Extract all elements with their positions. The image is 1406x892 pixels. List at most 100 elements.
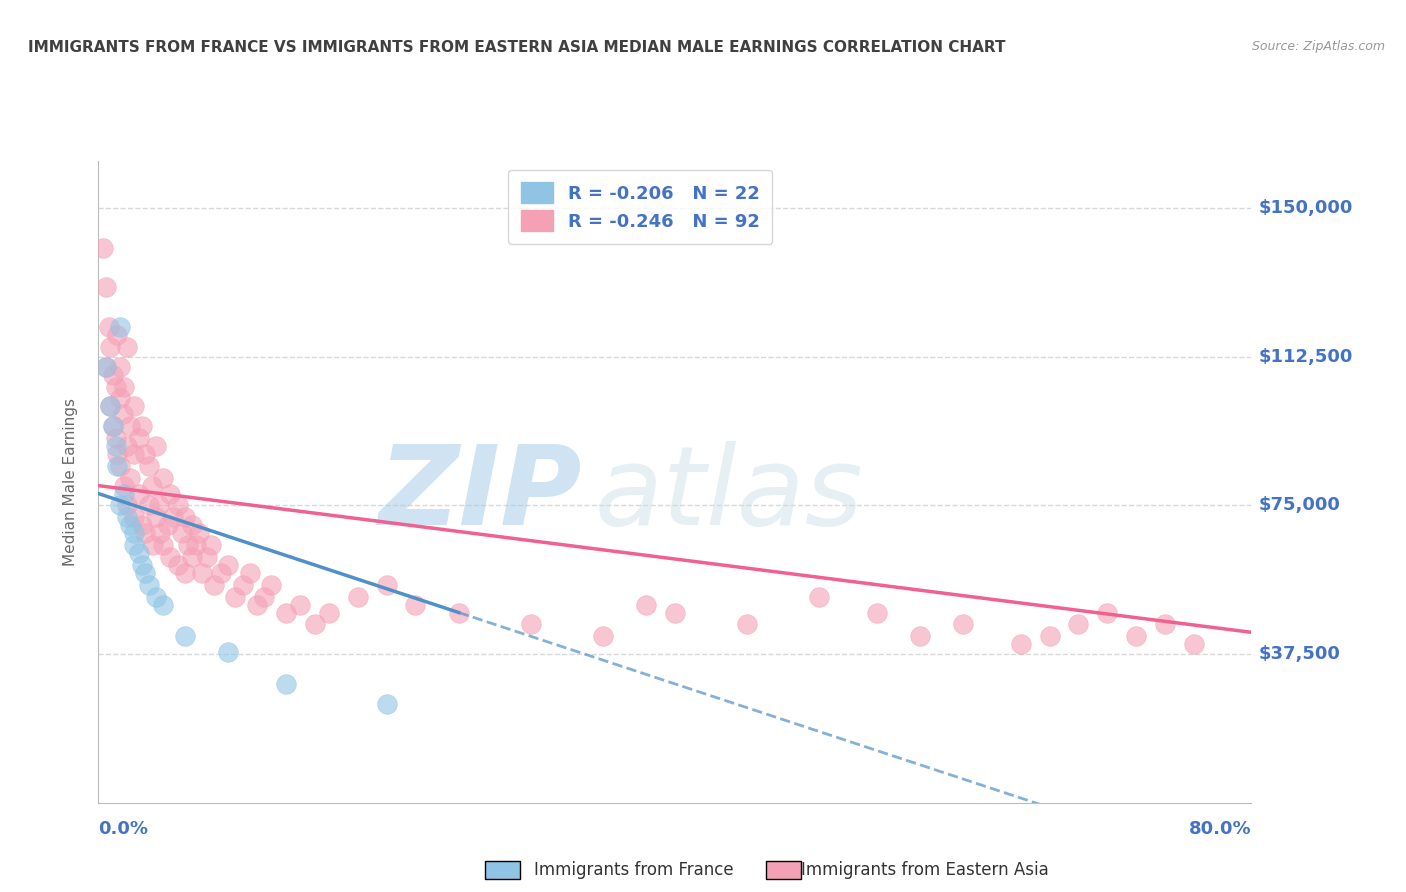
- Point: [246, 598, 269, 612]
- Point: [98, 400, 121, 414]
- Point: [375, 697, 398, 711]
- Point: [117, 499, 138, 513]
- Point: [1153, 617, 1175, 632]
- Point: [145, 439, 167, 453]
- Point: [120, 471, 142, 485]
- Point: [145, 510, 167, 524]
- Point: [260, 578, 283, 592]
- Text: Immigrants from Eastern Asia: Immigrants from Eastern Asia: [801, 861, 1049, 879]
- Point: [152, 598, 174, 612]
- Text: atlas: atlas: [595, 441, 863, 548]
- Point: [636, 598, 658, 612]
- Point: [131, 419, 153, 434]
- Point: [124, 447, 146, 461]
- Point: [224, 590, 246, 604]
- Point: [447, 606, 470, 620]
- Point: [94, 280, 117, 294]
- Point: [592, 629, 614, 643]
- Point: [124, 510, 146, 524]
- Point: [1038, 629, 1062, 643]
- Point: [117, 439, 138, 453]
- Text: $150,000: $150,000: [1258, 199, 1353, 217]
- Point: [138, 578, 160, 592]
- Point: [101, 368, 124, 382]
- Point: [112, 486, 135, 500]
- Point: [117, 340, 138, 354]
- Point: [405, 598, 427, 612]
- Point: [346, 590, 368, 604]
- Text: $75,000: $75,000: [1258, 497, 1340, 515]
- Point: [124, 400, 146, 414]
- Point: [134, 566, 156, 580]
- Point: [217, 558, 239, 572]
- Point: [908, 629, 931, 643]
- Point: [138, 499, 160, 513]
- Point: [866, 606, 889, 620]
- Point: [134, 526, 156, 541]
- Point: [128, 546, 150, 560]
- Point: [166, 499, 188, 513]
- Point: [131, 518, 153, 533]
- Text: ZIP: ZIP: [380, 441, 582, 548]
- Point: [108, 392, 131, 406]
- Point: [94, 359, 117, 374]
- Point: [128, 431, 150, 445]
- Point: [318, 606, 340, 620]
- Point: [664, 606, 686, 620]
- Point: [231, 578, 254, 592]
- Text: IMMIGRANTS FROM FRANCE VS IMMIGRANTS FROM EASTERN ASIA MEDIAN MALE EARNINGS CORR: IMMIGRANTS FROM FRANCE VS IMMIGRANTS FRO…: [28, 40, 1005, 55]
- Point: [274, 677, 297, 691]
- Point: [111, 407, 134, 421]
- Point: [120, 518, 142, 533]
- Text: $37,500: $37,500: [1258, 645, 1340, 663]
- Point: [101, 419, 124, 434]
- Point: [105, 447, 128, 461]
- Point: [735, 617, 758, 632]
- Point: [124, 526, 146, 541]
- Point: [108, 499, 131, 513]
- Point: [174, 566, 197, 580]
- Point: [177, 538, 200, 552]
- Point: [191, 566, 214, 580]
- Point: [117, 510, 138, 524]
- Point: [104, 439, 127, 453]
- Point: [304, 617, 326, 632]
- Point: [91, 241, 114, 255]
- Point: [1097, 606, 1119, 620]
- Point: [105, 328, 128, 343]
- Text: $112,500: $112,500: [1258, 348, 1353, 366]
- Text: Source: ZipAtlas.com: Source: ZipAtlas.com: [1251, 40, 1385, 54]
- Point: [145, 590, 167, 604]
- Point: [108, 320, 131, 334]
- Point: [290, 598, 312, 612]
- Point: [159, 549, 181, 564]
- Point: [239, 566, 262, 580]
- Point: [952, 617, 974, 632]
- Point: [97, 320, 120, 334]
- Text: Immigrants from France: Immigrants from France: [534, 861, 734, 879]
- Point: [131, 558, 153, 572]
- Point: [138, 458, 160, 473]
- Point: [128, 486, 150, 500]
- Point: [108, 359, 131, 374]
- Point: [274, 606, 297, 620]
- Point: [200, 538, 222, 552]
- Point: [120, 419, 142, 434]
- Point: [181, 549, 204, 564]
- Point: [217, 645, 239, 659]
- Point: [520, 617, 543, 632]
- Point: [162, 510, 184, 524]
- Point: [174, 510, 197, 524]
- Point: [142, 538, 165, 552]
- Point: [195, 549, 218, 564]
- Point: [112, 379, 135, 393]
- Text: 80.0%: 80.0%: [1188, 820, 1251, 838]
- Point: [807, 590, 830, 604]
- Point: [98, 340, 121, 354]
- Point: [209, 566, 232, 580]
- Point: [141, 478, 163, 492]
- Point: [375, 578, 398, 592]
- Point: [152, 538, 174, 552]
- Point: [202, 578, 225, 592]
- Point: [253, 590, 276, 604]
